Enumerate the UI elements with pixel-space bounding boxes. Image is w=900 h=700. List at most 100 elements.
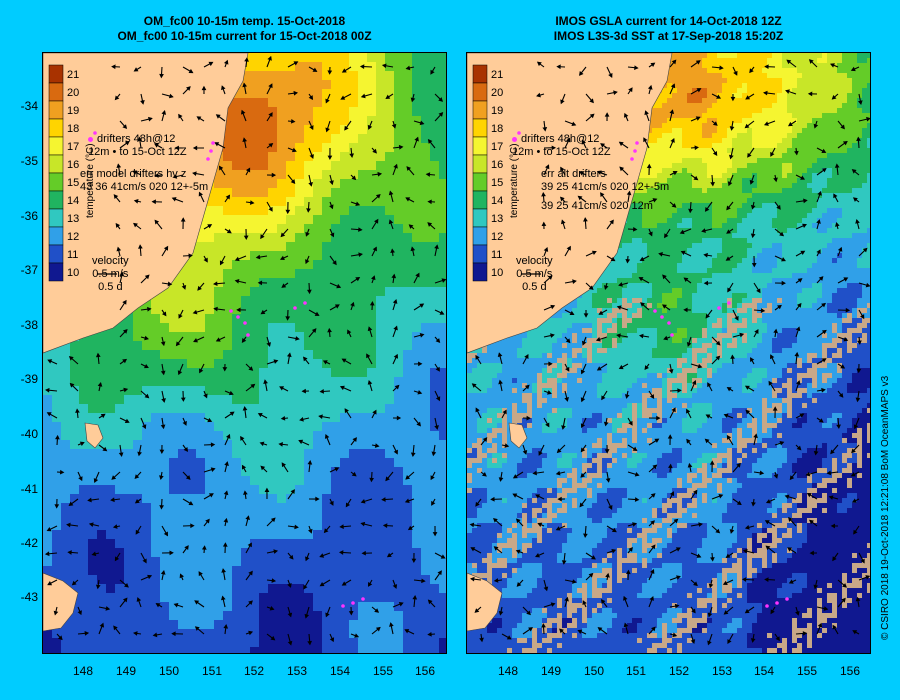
arrow-head xyxy=(648,231,653,237)
arrow-head xyxy=(583,533,588,538)
arrow-head xyxy=(260,234,265,240)
arrow-head xyxy=(526,610,531,616)
arrow-head xyxy=(628,547,633,552)
arrow-head xyxy=(658,252,663,257)
arrow-head xyxy=(640,302,645,307)
arrow-head xyxy=(566,245,571,251)
arrow-head xyxy=(749,179,755,185)
arrow-head xyxy=(649,596,654,601)
arrow-head xyxy=(67,550,72,555)
arrow-head xyxy=(727,181,733,187)
arrow-head xyxy=(223,59,229,65)
colorbar-tick: 14 xyxy=(491,195,503,207)
arrow-head xyxy=(722,580,728,586)
arrow-head xyxy=(807,91,813,97)
arrow-head xyxy=(619,166,625,172)
colorbar-tick: 17 xyxy=(491,141,503,153)
arrow-head xyxy=(398,602,404,607)
arrow-head xyxy=(581,139,587,145)
drifter-point xyxy=(229,309,233,313)
arrow-head xyxy=(750,233,756,239)
arrow-head xyxy=(855,397,861,403)
arrow-head xyxy=(625,569,631,575)
drifter-depth: 12m xyxy=(88,146,110,158)
colorbar-tick: 18 xyxy=(491,123,503,135)
arrow-head xyxy=(410,246,416,252)
arrow-head xyxy=(821,167,827,173)
arrow-head xyxy=(560,166,565,172)
arrow-head xyxy=(430,475,435,481)
arrow-head xyxy=(208,493,214,498)
arrow-head xyxy=(171,197,177,202)
colorbar-tick: 21 xyxy=(491,69,503,81)
arrow-head xyxy=(105,606,111,611)
arrow-head xyxy=(329,637,335,643)
arrow-head xyxy=(54,504,60,509)
arrow-head xyxy=(843,336,849,342)
arrow-head xyxy=(350,301,355,307)
arrow-head xyxy=(580,369,586,375)
arrow-head xyxy=(745,409,751,415)
arrow-head xyxy=(229,411,235,416)
arrow-head xyxy=(304,613,310,619)
arrow-head xyxy=(348,611,354,616)
right-drifter-legend: drifters 48h@12 12m • to 15-Oct 12Z xyxy=(512,133,611,159)
arrow-head xyxy=(393,353,399,359)
arrow-head xyxy=(756,288,761,294)
arrow-head xyxy=(813,450,819,456)
arrow-head xyxy=(306,208,311,213)
arrow-head xyxy=(718,494,724,499)
arrow-head xyxy=(532,470,537,476)
colorbar-tick: 13 xyxy=(491,213,503,225)
arrow-head xyxy=(269,605,275,611)
arrow-head xyxy=(734,315,739,321)
arrow-head xyxy=(199,368,204,374)
arrow-head xyxy=(775,636,780,642)
arrow-head xyxy=(749,68,754,74)
arrow-head xyxy=(588,285,594,291)
lat-tick: -39 xyxy=(20,372,38,386)
arrow-head xyxy=(319,553,325,558)
lon-tick: 149 xyxy=(115,664,137,678)
arrow-head xyxy=(598,310,604,315)
arrow-head xyxy=(710,181,715,187)
arrow-head xyxy=(412,595,418,600)
arrow-head xyxy=(561,425,566,430)
arrow-head xyxy=(213,281,218,287)
left-title-line-2: OM_fc00 10-15m current for 15-Oct-2018 0… xyxy=(117,29,372,43)
arrow-head xyxy=(634,65,639,71)
arrow-head xyxy=(670,137,675,143)
arrow-head xyxy=(588,572,594,578)
arrow-head xyxy=(334,467,340,472)
arrow-head xyxy=(707,382,712,388)
arrow-head xyxy=(273,549,279,554)
arrow-head xyxy=(595,337,601,342)
colorbar-tick: 10 xyxy=(67,267,79,279)
arrow-head xyxy=(663,335,669,341)
arrow-head xyxy=(416,421,421,427)
arrow-head xyxy=(257,280,263,286)
arrow-head xyxy=(281,283,287,288)
arrow-head xyxy=(134,474,140,479)
lon-tick: 151 xyxy=(625,664,647,678)
arrow-head xyxy=(161,311,167,317)
arrow-head xyxy=(551,145,557,151)
colorbar-tick: 15 xyxy=(67,177,79,189)
colorbar-tick: 12 xyxy=(67,231,79,243)
arrow-head xyxy=(726,387,732,392)
arrow-head xyxy=(515,518,521,524)
arrow-head xyxy=(280,415,286,421)
arrow-head xyxy=(559,196,565,202)
arrow-head xyxy=(339,524,344,529)
arrow-head xyxy=(502,409,507,415)
arrow-head xyxy=(832,624,837,630)
arrow-head xyxy=(188,253,193,259)
arrow-head xyxy=(545,164,550,170)
drifter-point xyxy=(246,333,250,337)
arrow-head xyxy=(435,396,441,402)
lat-tick: -40 xyxy=(20,427,38,441)
arrow-head xyxy=(799,413,805,418)
arrow-head xyxy=(608,505,613,510)
drifter-point xyxy=(717,306,721,310)
arrow-head xyxy=(834,163,840,168)
